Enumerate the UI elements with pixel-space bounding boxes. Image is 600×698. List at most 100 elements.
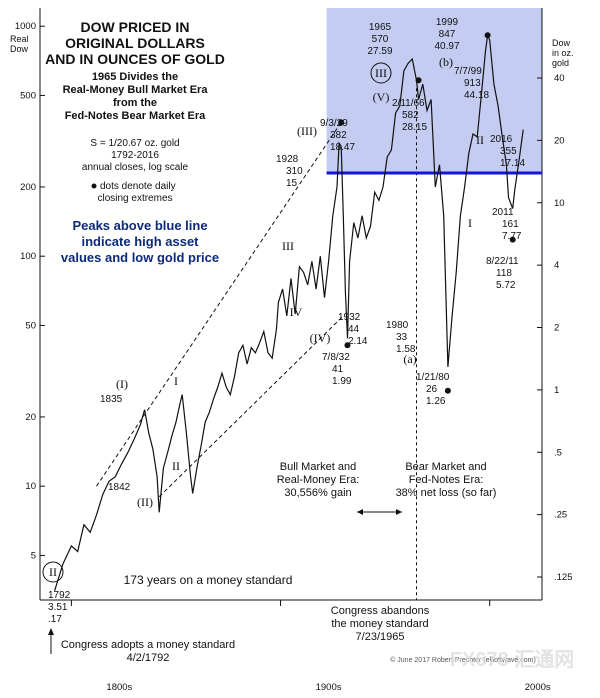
era-arrow-head-right (396, 509, 402, 515)
left-axis-label: Real (10, 34, 29, 44)
wave-label: (b) (439, 55, 453, 69)
x-tick-label: 1800s (106, 682, 132, 693)
wave-label-circle (370, 62, 392, 84)
data-annotation: 310 (286, 166, 303, 177)
right-tick-label: .25 (554, 510, 567, 521)
chart-title: DOW PRICED IN (81, 19, 190, 35)
left-axis-label: Dow (10, 44, 29, 54)
chart-subtitle: Fed-Notes Bear Market Era (65, 110, 206, 122)
bull-era-label: Bull Market and (280, 461, 356, 473)
event-label-1792: 4/2/1792 (127, 652, 170, 664)
data-annotation: 1842 (108, 482, 131, 493)
right-tick-label: 20 (554, 135, 565, 146)
data-annotation: 1980 (386, 320, 409, 331)
right-axis-label: gold (552, 58, 569, 68)
right-tick-label: 1 (554, 385, 559, 396)
bear-era-label: 38% net loss (so far) (396, 487, 497, 499)
data-annotation: 1/21/80 (416, 372, 450, 383)
bull-era-label: Real-Money Era: (277, 474, 360, 486)
data-annotation: 2.14 (348, 336, 368, 347)
wave-label: (I) (116, 377, 128, 391)
data-annotation: 2016 (490, 134, 513, 145)
right-axis-label: in oz. (552, 48, 574, 58)
dow-series-line (54, 33, 524, 591)
copyright-text: © June 2017 Robert Prechter (elliottwave… (390, 656, 536, 664)
extreme-dot (344, 342, 351, 349)
left-tick-label: 200 (20, 182, 36, 193)
bear-era-label: Bear Market and (405, 461, 486, 473)
wave-label: (II) (137, 495, 153, 509)
data-annotation: 3.51 (48, 602, 68, 613)
data-annotation: 40.97 (434, 41, 459, 52)
data-annotation: 8/22/11 (486, 256, 519, 267)
data-annotation: 2011 (492, 207, 514, 218)
data-annotation: 9/3/29 (320, 118, 348, 129)
chart-subtitle: 1965 Divides the (92, 71, 178, 83)
left-tick-label: 5 (31, 550, 36, 561)
data-annotation: 382 (330, 130, 347, 141)
dot-legend-marker (91, 183, 97, 189)
chart-info: 1792-2016 (111, 150, 159, 161)
wave-label: III (375, 66, 387, 80)
era-arrow-head-left (357, 509, 363, 515)
data-annotation: 570 (372, 34, 389, 45)
data-annotation: 118 (496, 268, 512, 279)
left-tick-label: 20 (25, 412, 36, 423)
wave-label: (IV) (310, 331, 331, 345)
chart-title: ORIGINAL DOLLARS (65, 35, 205, 51)
extreme-dot (509, 236, 516, 243)
watermark-text: FX678 汇通网 (450, 648, 574, 671)
data-annotation: 1.58 (396, 344, 416, 355)
chart-title: AND IN OUNCES OF GOLD (45, 51, 225, 67)
extreme-dot (338, 119, 345, 126)
event-arrow-head-1792 (48, 628, 54, 635)
data-annotation: .17 (48, 614, 62, 625)
event-label-1965: the money standard (331, 618, 428, 630)
event-label-1965: 7/23/1965 (356, 631, 405, 643)
x-tick-label: 1900s (316, 682, 342, 693)
wave-label: II (476, 133, 484, 147)
data-annotation: 33 (396, 332, 408, 343)
data-annotation: 41 (332, 364, 344, 375)
data-annotation: 1928 (276, 154, 299, 165)
extreme-dot (484, 32, 491, 39)
data-annotation: 17.14 (500, 158, 525, 169)
data-annotation: 28.15 (402, 122, 427, 133)
data-annotation: 1792 (48, 590, 71, 601)
chart-info: S = 1/20.67 oz. gold (90, 138, 179, 149)
wave-label: (a) (403, 352, 416, 366)
right-tick-label: 10 (554, 198, 565, 209)
data-annotation: 44.18 (464, 90, 489, 101)
wave-label: III (282, 239, 294, 253)
data-annotation: 847 (439, 29, 456, 40)
right-tick-label: .5 (554, 447, 562, 458)
data-annotation: 44 (348, 324, 360, 335)
left-tick-label: 1000 (15, 21, 36, 32)
data-annotation: 1999 (436, 17, 459, 28)
right-tick-label: .125 (554, 572, 573, 583)
data-annotation: 27.59 (367, 46, 392, 57)
data-annotation: 5.72 (496, 280, 516, 291)
chart-info: annual closes, log scale (82, 162, 189, 173)
plot-layer: 10005002001005020105RealDow402010421.5.2… (10, 8, 574, 693)
wave-label: (III) (297, 124, 317, 138)
dots-note: closing extremes (97, 193, 172, 204)
data-annotation: 7/8/32 (322, 352, 350, 363)
bear-era-label: Fed-Notes Era: (409, 474, 484, 486)
data-annotation: 161 (502, 219, 519, 230)
data-annotation: 1.26 (426, 396, 446, 407)
extreme-dot (415, 77, 422, 84)
right-axis-label: Dow (552, 38, 571, 48)
blue-line-note: values and low gold price (61, 250, 219, 265)
data-annotation: 1932 (338, 312, 361, 323)
data-annotation: 355 (500, 146, 517, 157)
event-label-1792: Congress adopts a money standard (61, 639, 235, 651)
extreme-dot (444, 387, 451, 394)
left-tick-label: 100 (20, 251, 36, 262)
dots-note: dots denote daily (100, 181, 176, 192)
wave-label: I (468, 216, 472, 230)
left-tick-label: 50 (25, 320, 36, 331)
right-tick-label: 4 (554, 260, 559, 271)
data-annotation: 26 (426, 384, 438, 395)
high-value-shade (326, 8, 542, 174)
